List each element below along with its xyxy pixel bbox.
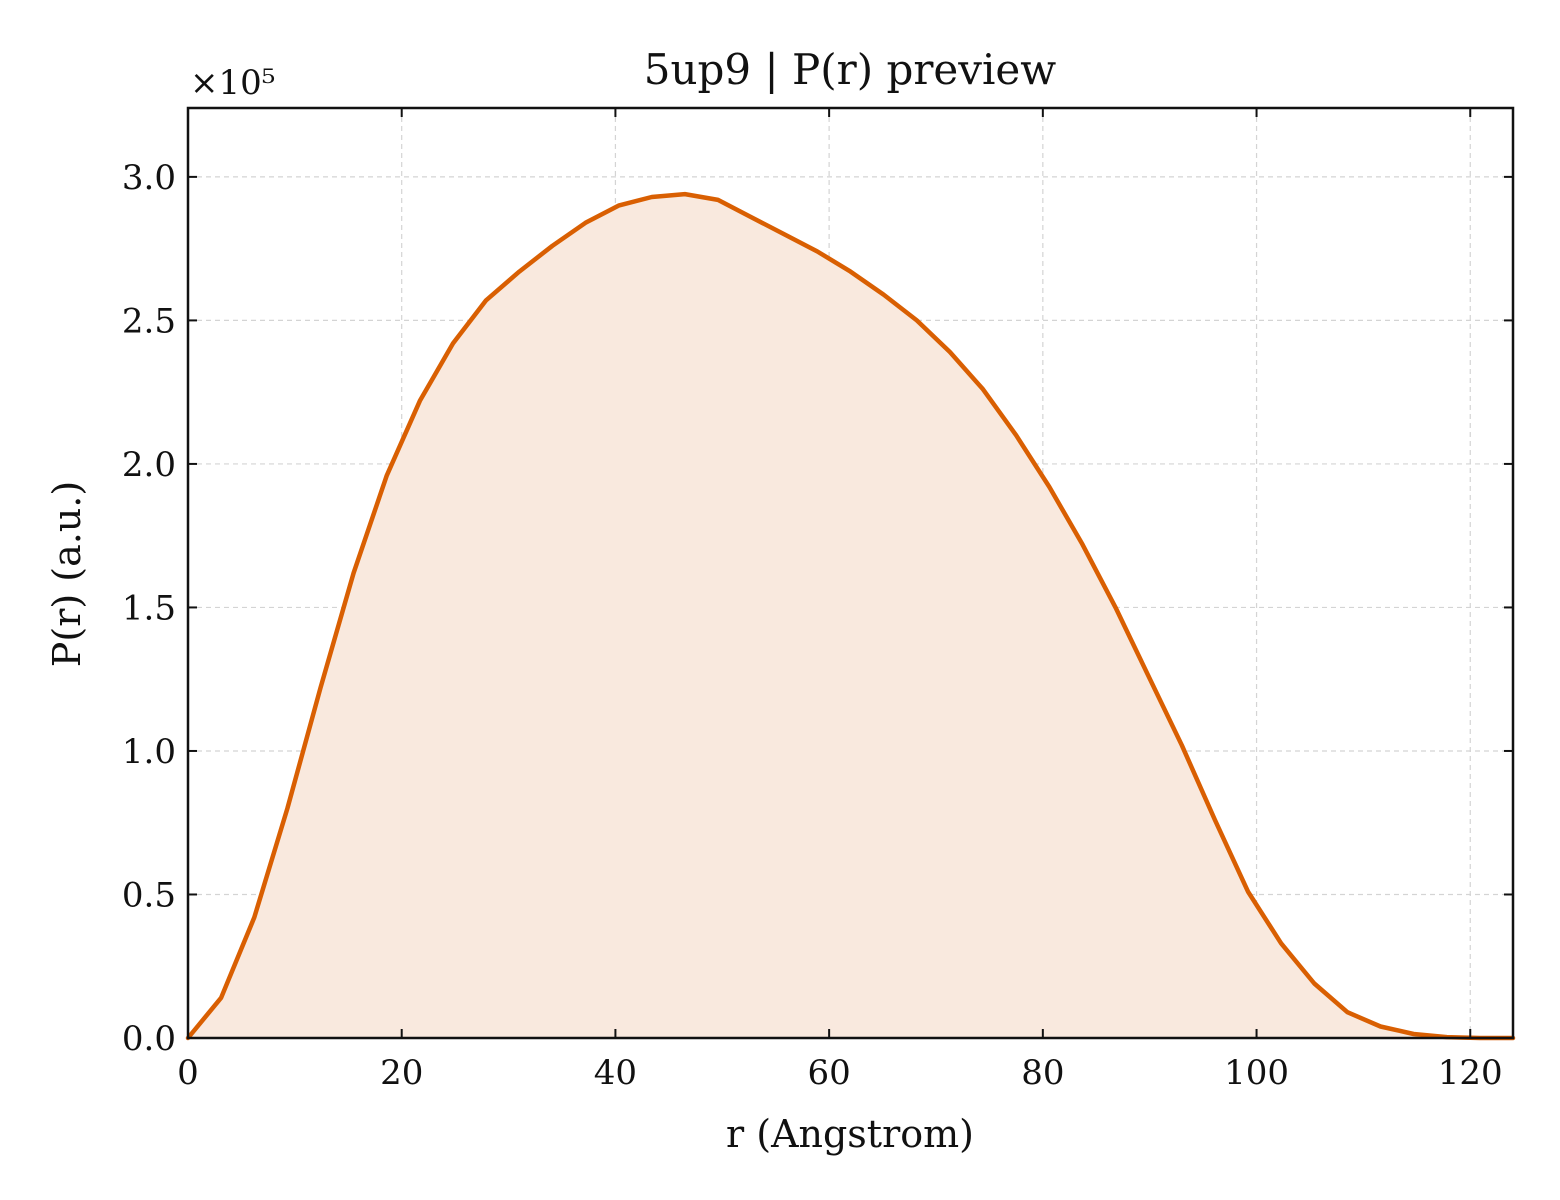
x-tick-label: 40 <box>594 1053 637 1093</box>
y-tick-label: 0.0 <box>122 1019 176 1059</box>
series-area-fill <box>188 194 1513 1039</box>
y-tick-label: 2.0 <box>122 445 176 485</box>
y-tick-label: 3.0 <box>122 158 176 198</box>
series-line <box>185 191 1516 1041</box>
x-tick-label: 20 <box>380 1053 423 1093</box>
plot-frame <box>186 106 1515 1040</box>
plot-area <box>185 191 1516 1041</box>
chart-title: 5up9 | P(r) preview <box>644 45 1057 94</box>
y-multiplier-label: ×10⁵ <box>190 63 275 103</box>
y-tick-label: 2.5 <box>122 301 176 341</box>
x-tick-label: 0 <box>177 1053 199 1093</box>
x-tick-label: 100 <box>1224 1053 1289 1093</box>
y-tick-label: 1.0 <box>122 732 176 772</box>
x-tick-label: 60 <box>807 1053 850 1093</box>
x-axis-label: r (Angstrom) <box>726 1112 974 1156</box>
axes: 0 20 40 60 80 100 120 0.0 0.5 1.0 1.5 2.0 2.5 3.0 <box>122 106 1515 1093</box>
y-axis-label: P(r) (a.u.) <box>45 481 89 667</box>
y-tick-label: 1.5 <box>122 588 176 628</box>
x-tick-label: 120 <box>1438 1053 1503 1093</box>
y-tick-label: 0.5 <box>122 875 176 915</box>
x-tick-label: 80 <box>1021 1053 1064 1093</box>
